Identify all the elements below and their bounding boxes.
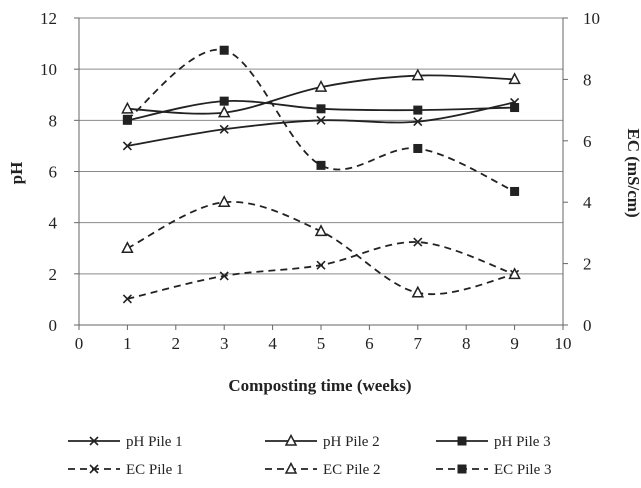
data-point (508, 72, 521, 85)
data-point (510, 103, 520, 113)
x-tick-label: 2 (172, 334, 181, 353)
data-point (122, 294, 132, 304)
x-tick-label: 6 (365, 334, 374, 353)
data-point (121, 101, 134, 114)
data-point (413, 117, 423, 127)
data-point (508, 267, 521, 280)
data-point (316, 160, 326, 170)
legend-item-ec-pile-3: EC Pile 3 (436, 462, 552, 478)
x-axis-title: Composting time (weeks) (228, 376, 411, 395)
x-tick-label: 5 (317, 334, 326, 353)
data-point (217, 195, 231, 207)
data-point (413, 237, 423, 247)
y-right-tick-label: 4 (583, 193, 592, 212)
legend-marker (284, 461, 298, 474)
legend-item-ph-pile-3: pH Pile 3 (436, 434, 551, 450)
data-point (411, 68, 425, 81)
x-tick-label: 3 (220, 334, 229, 353)
data-point (413, 143, 423, 153)
data-point (217, 105, 231, 118)
legend-label: pH Pile 3 (494, 434, 551, 450)
legend-item-ec-pile-2: EC Pile 2 (265, 461, 381, 478)
legend: pH Pile 1 pH Pile 2 pH Pile 3 EC Pile 1 EC P… (68, 433, 552, 478)
legend-item-ph-pile-2: pH Pile 2 (265, 433, 380, 450)
data-point (411, 285, 425, 298)
data-point (314, 224, 328, 237)
data-point (219, 271, 229, 281)
y-left-tick-label: 8 (49, 111, 58, 130)
y-right-tick-label: 0 (583, 316, 592, 335)
grid-lines (79, 17, 563, 326)
data-point (316, 115, 326, 125)
legend-label: EC Pile 1 (126, 462, 184, 478)
legend-marker (89, 436, 99, 446)
legend-item-ph-pile-1: pH Pile 1 (68, 434, 183, 450)
series-ph-pile-1 (122, 97, 520, 151)
y-right-tick-label: 6 (583, 132, 592, 151)
data-point (121, 241, 134, 253)
legend-marker (457, 464, 467, 474)
y-right-tick-label: 2 (583, 255, 592, 274)
x-tick-label: 10 (555, 334, 572, 353)
data-point (122, 114, 132, 124)
legend-label: EC Pile 2 (323, 462, 381, 478)
series-ec-pile-1 (122, 237, 520, 304)
y-left-tick-label: 4 (49, 214, 58, 233)
x-tick-label: 9 (510, 334, 519, 353)
legend-marker (284, 433, 298, 446)
data-point (510, 186, 520, 196)
series-ec-pile-2 (121, 195, 521, 298)
series-layer (121, 45, 521, 304)
y-left-tick-label: 6 (49, 163, 58, 182)
data-point (316, 260, 326, 270)
y-left-tick-label: 2 (49, 265, 58, 284)
y-left-tick-label: 12 (40, 9, 57, 28)
legend-marker (89, 464, 99, 474)
series-line-ec-pile-2 (127, 201, 515, 295)
series-ph-pile-2 (121, 68, 521, 118)
data-point (219, 45, 229, 55)
data-point (219, 96, 229, 106)
x-tick-label: 7 (414, 334, 423, 353)
x-tick-label: 1 (123, 334, 132, 353)
legend-label: pH Pile 1 (126, 434, 183, 450)
legend-label: EC Pile 3 (494, 462, 552, 478)
data-point (219, 124, 229, 134)
x-tick-label: 8 (462, 334, 471, 353)
legend-marker (457, 436, 467, 446)
y-axis-right-title: EC (mS/cm) (624, 128, 641, 217)
y-left-tick-label: 10 (40, 60, 57, 79)
y-right-tick-label: 8 (583, 70, 592, 89)
x-tick-label: 0 (75, 334, 84, 353)
y-axis-left-title: pH (7, 162, 26, 185)
series-ec-pile-3 (122, 45, 520, 196)
data-point (122, 141, 132, 151)
y-left-tick-label: 0 (49, 316, 58, 335)
legend-label: pH Pile 2 (323, 434, 380, 450)
data-point (413, 105, 423, 115)
y-right-tick-label: 10 (583, 9, 600, 28)
legend-item-ec-pile-1: EC Pile 1 (68, 462, 184, 478)
data-point (316, 104, 326, 114)
x-tick-label: 4 (268, 334, 277, 353)
data-point (314, 79, 328, 92)
